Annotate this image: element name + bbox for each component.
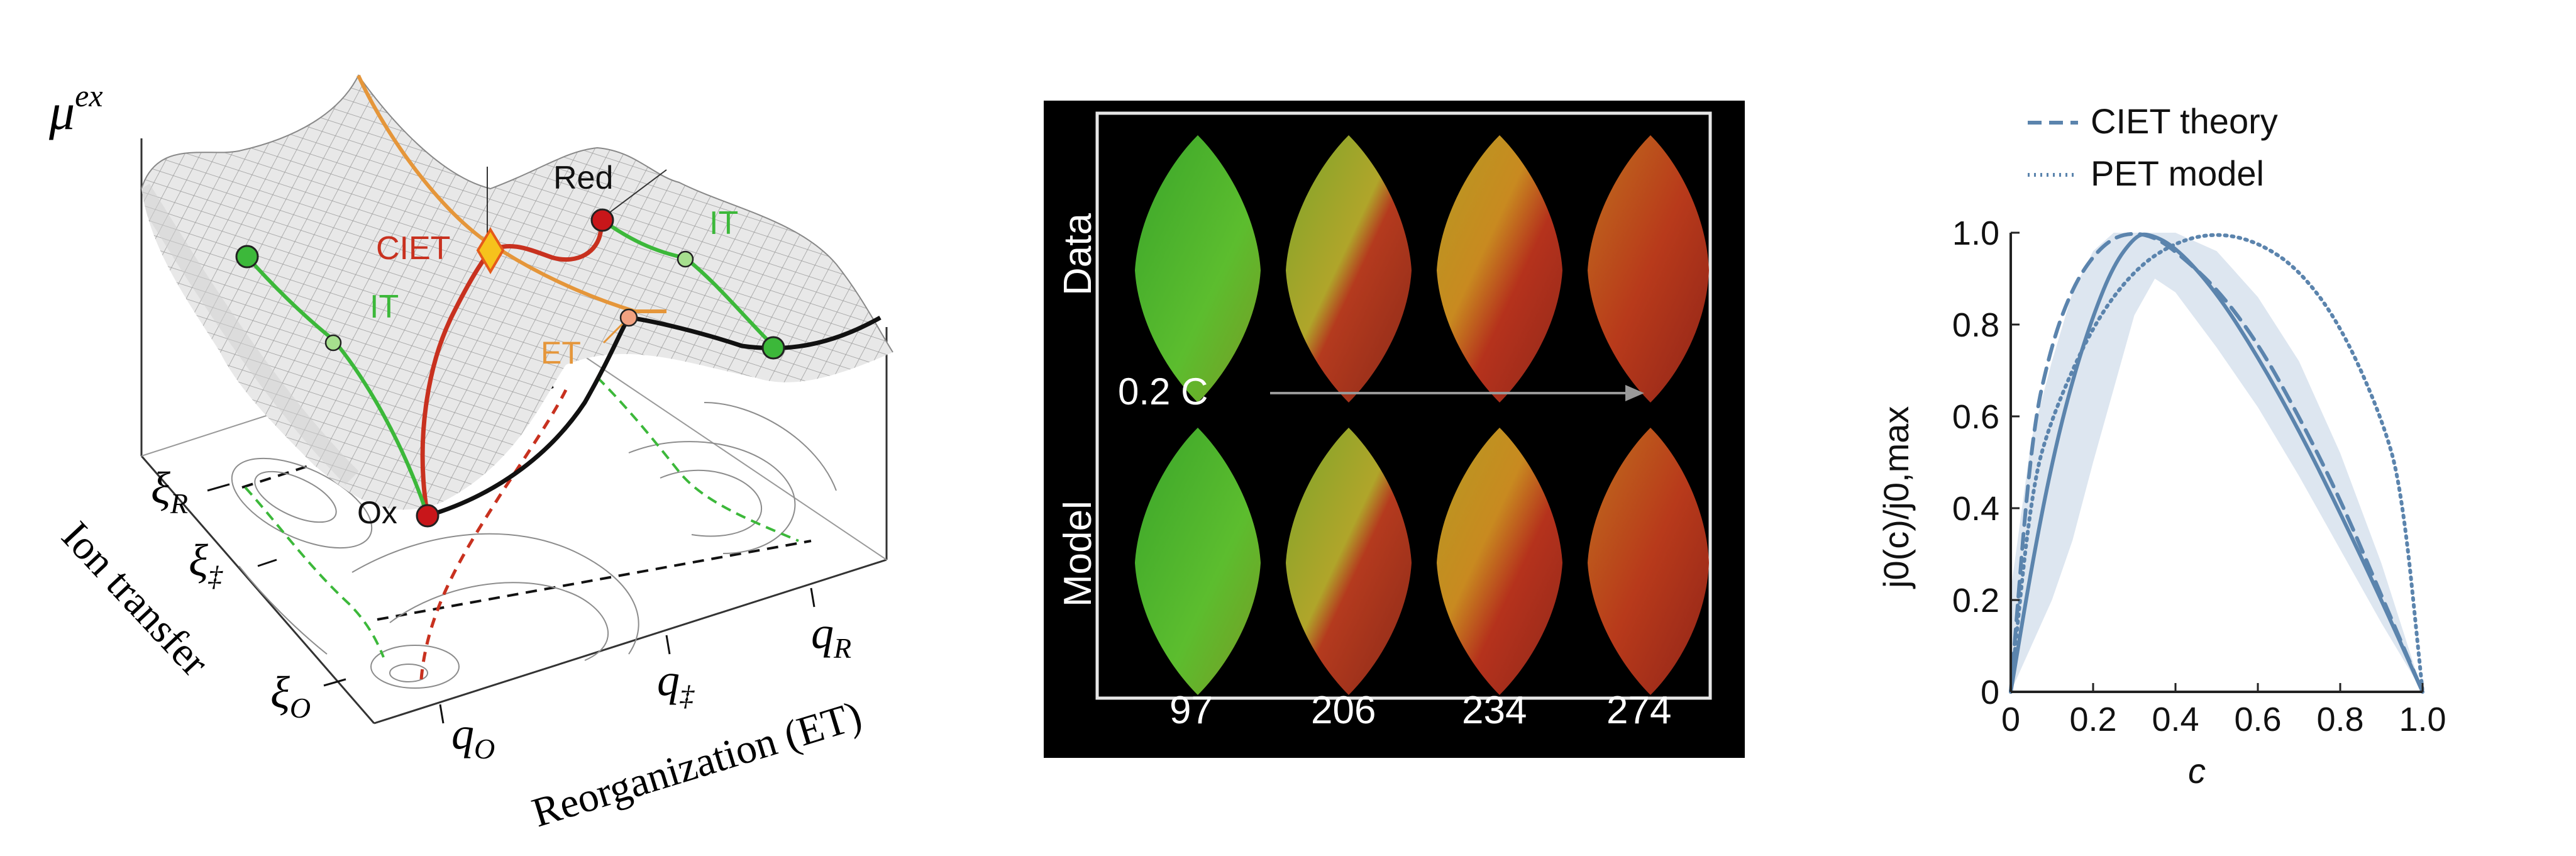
y-tick-label: 0.4 [1952,490,1999,528]
x-tick-label: 0.6 [2234,701,2281,738]
uncertainty-band [2011,233,2423,692]
red-state-marker [590,208,614,232]
row-label-model: Model [1056,501,1100,607]
it-right-end-marker [761,336,785,360]
uncertainty-band-layer [2011,233,2423,692]
legend: CIET theory PET model [2028,101,2278,193]
model-row [1135,428,1709,695]
series-line-dotted [2009,233,2424,694]
y-tick-label: 0.6 [1952,398,1999,436]
data-frame-97 [1135,135,1261,403]
reorg-tick-q-dagger: q‡ [657,655,695,711]
projected-ciet [419,389,568,680]
series-layer [2009,231,2424,694]
et-path-label: ET [541,335,581,370]
ciet-path-label: CIET [376,230,450,267]
energy-surface [141,75,893,510]
it-left-mid-marker [324,334,342,352]
ion-tick-xi-r: ξR [151,463,188,520]
energy-landscape-panel: μex Red Ox CIET ET IT IT ξR ξ‡ ξO Ion tr… [0,0,981,856]
x-tick-label: 0.8 [2316,701,2363,738]
x-tick-label: 1.0 [2399,701,2446,738]
data-frame-234 [1437,135,1562,403]
et-saddle-marker [619,308,638,327]
legend-pet-label: PET model [2091,153,2264,193]
legend-ciet-label: CIET theory [2091,101,2278,141]
exchange-current-chart-panel: 0 0.2 0.4 0.6 0.8 1.0 0 0.2 0.4 0.6 0.8 1.0 CIET th… [1786,0,2576,856]
data-row [1135,135,1709,403]
projected-it-left [244,486,385,658]
time-arrow-head [1625,385,1644,401]
it-right-mid-marker [677,250,694,268]
data-frame-206 [1286,135,1412,403]
frame-label-206: 206 [1311,689,1376,732]
y-axis-label: μex [48,78,103,140]
contour-lines [231,402,837,689]
series-line-solid [2009,232,2424,694]
frame-label-234: 234 [1462,689,1527,732]
data-frame-274 [1588,135,1709,403]
y-tick-label: 1.0 [1952,214,1999,252]
ox-state-label: Ox [357,495,397,530]
particle-image-figure: Data Model 0.2 C 97 206 234 274 [1044,101,1745,758]
x-tick-label: 0.2 [2069,701,2116,738]
reorganization-axis-label: Reorganization (ET) [527,692,867,837]
projected-it-right [596,376,799,542]
red-state-label: Red [553,160,613,196]
ion-tick-xi-o: ξO [270,667,311,724]
it-left-path-label: IT [370,289,399,325]
axes-layer: 0 0.2 0.4 0.6 0.8 1.0 0 0.2 0.4 0.6 0.8 1.0 [1952,214,2446,738]
ox-state-marker [416,504,439,528]
y-tick-label: 0.8 [1952,306,1999,344]
model-frame-234 [1437,428,1562,695]
y-axis-label: j0(c)/j0,max [1876,406,1916,589]
energy-landscape-figure: μex Red Ox CIET ET IT IT ξR ξ‡ ξO Ion tr… [48,74,893,837]
y-tick-label: 0 [1981,674,1999,711]
model-frame-97 [1135,428,1261,695]
ciet-saddle-marker [476,227,505,274]
y-tick-label: 0.2 [1952,582,1999,620]
it-left-start-marker [235,245,259,269]
reorganization-tick-marks [439,587,815,724]
particle-image-panel: Data Model 0.2 C 97 206 234 274 [1044,0,1748,856]
frame-label-274: 274 [1606,689,1671,732]
image-frame-border [1095,111,1712,700]
row-label-data: Data [1056,213,1100,296]
exchange-current-chart: 0 0.2 0.4 0.6 0.8 1.0 0 0.2 0.4 0.6 0.8 1.0 CIET th… [1876,101,2446,791]
ion-transfer-tick-marks [207,483,346,687]
rate-label: 0.2 C [1118,370,1208,413]
x-tick-label: 0.4 [2152,701,2199,738]
reorg-tick-q-o: qO [451,708,495,765]
x-tick-label: 0 [2001,701,2020,738]
model-frame-274 [1588,428,1709,695]
reorg-tick-q-r: qR [811,608,851,664]
model-frame-206 [1286,428,1412,695]
ion-tick-xi-dagger: ξ‡ [189,535,223,592]
x-axis-label: c [2188,751,2206,791]
frame-label-97: 97 [1169,689,1213,732]
it-right-path-label: IT [709,205,738,242]
